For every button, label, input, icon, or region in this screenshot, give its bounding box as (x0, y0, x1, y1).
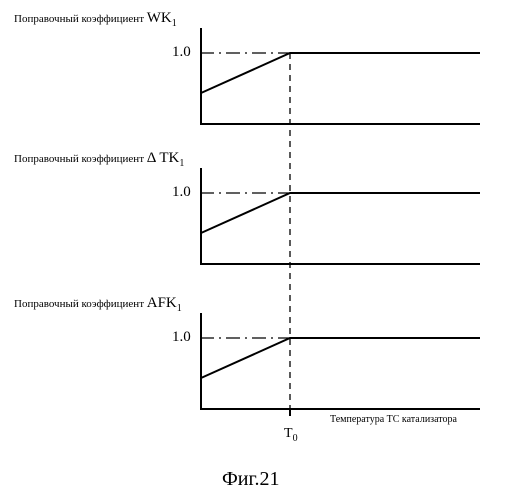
t0-label: T0 (284, 426, 298, 444)
figure-21: Поправочный коэффициент WK1 1.0 Поправоч… (0, 0, 505, 500)
figure-caption: Фиг.21 (222, 468, 279, 491)
x-axis-label: Температура ТС катализатора (330, 414, 457, 425)
t0-guideline (0, 0, 505, 500)
